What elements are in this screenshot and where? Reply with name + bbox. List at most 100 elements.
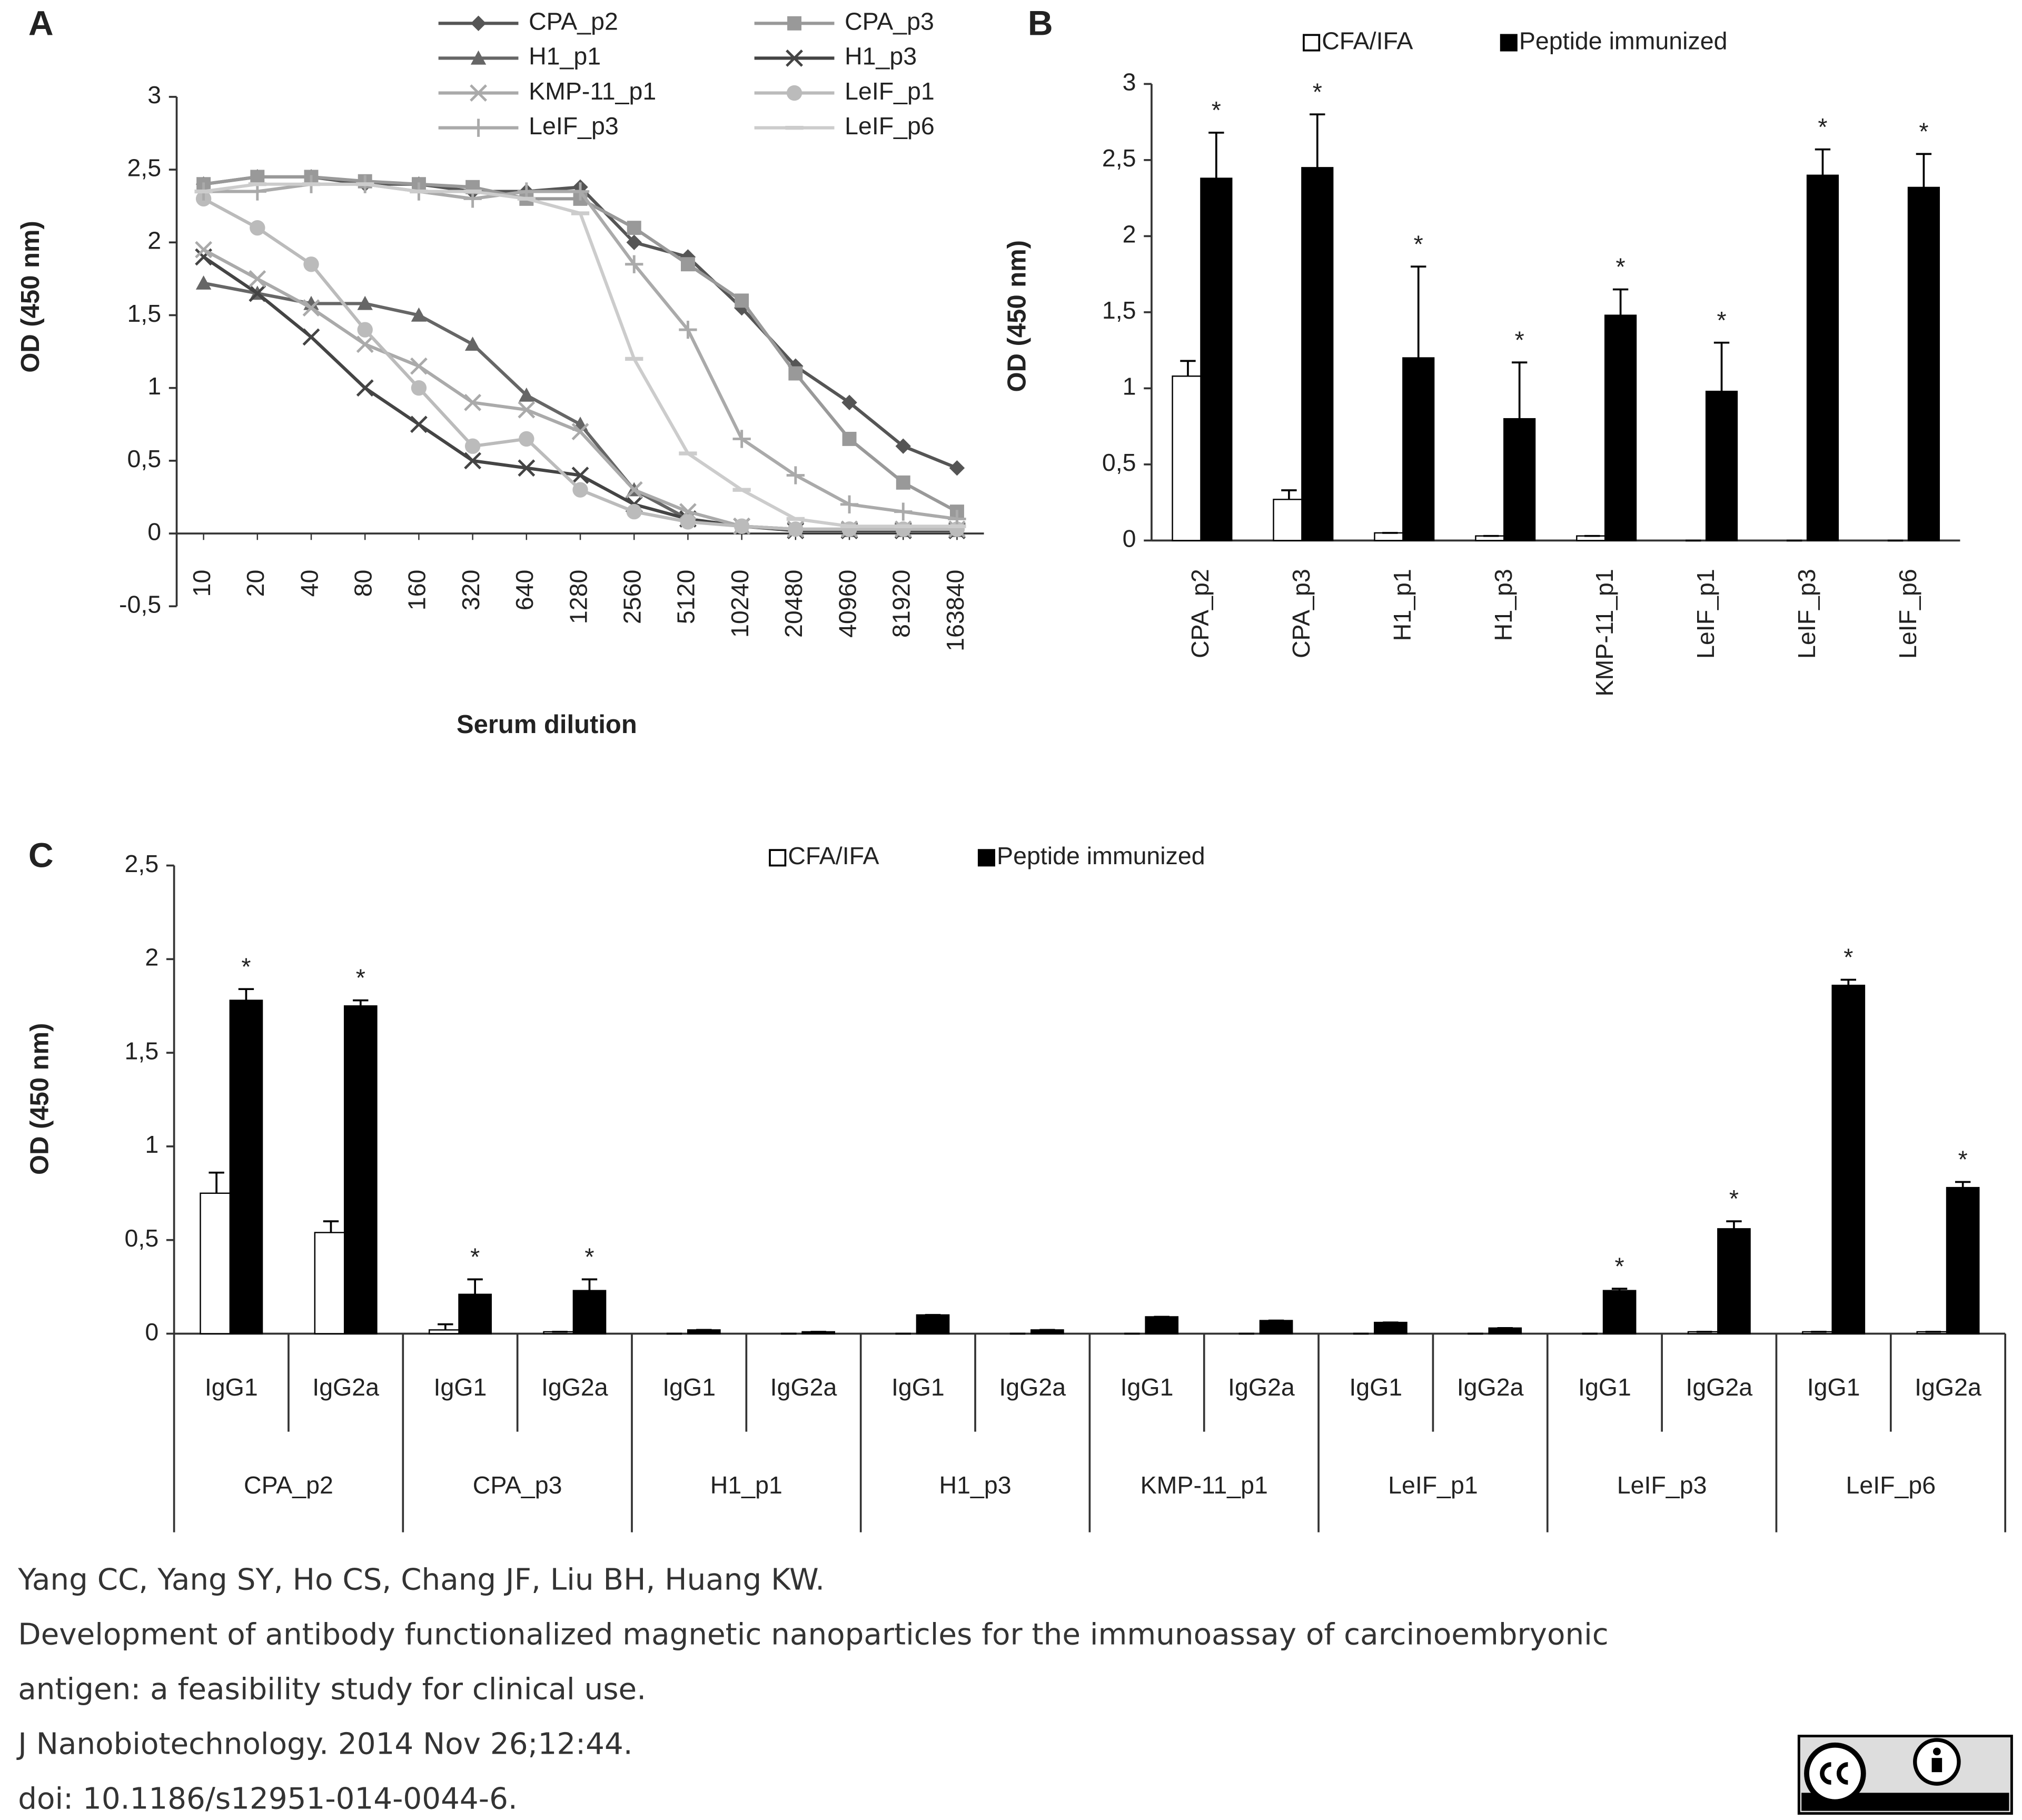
caption-line: Yang CC, Yang SY, Ho CS, Chang JF, Liu B… (17, 1562, 825, 1597)
point (734, 518, 750, 534)
bar (1604, 314, 1637, 541)
y-tick-label: 0 (1123, 525, 1136, 552)
significance-mark: * (584, 1243, 594, 1270)
x-tick-label: IgG1 (1807, 1373, 1860, 1401)
bar (1602, 1290, 1637, 1334)
error-bar (1726, 1220, 1742, 1229)
point (464, 337, 481, 351)
point (680, 257, 695, 272)
error-bar (1955, 1181, 1971, 1188)
chart-panel: A OD (450 nm) Serum dilution -0,5 0 0,5 1 1,5 2 2… (16, 4, 984, 739)
point (302, 328, 320, 346)
group-label: LeIF_p1 (1388, 1471, 1478, 1499)
y-tick-label: 0 (147, 518, 161, 545)
point (571, 182, 590, 201)
point (787, 16, 802, 31)
point (786, 85, 802, 101)
y-tick-label: 0,5 (127, 445, 161, 472)
point (464, 393, 482, 411)
y-tick-label: 2,5 (125, 850, 159, 877)
error-bar (1815, 148, 1831, 175)
error-bar (1208, 132, 1224, 179)
bar (1907, 186, 1940, 541)
significance-mark: * (470, 1243, 480, 1270)
caption-line: Development of antibody functionalized m… (18, 1617, 1608, 1651)
point (625, 255, 643, 273)
legend-swatch (769, 849, 787, 867)
error-bar (1916, 153, 1932, 187)
error-bar (353, 999, 369, 1006)
error-bar (1411, 265, 1426, 358)
error-bar (1310, 113, 1325, 168)
y-tick-label: 1,5 (127, 300, 161, 327)
point (357, 322, 373, 338)
x-tick-label: 10240 (726, 570, 754, 638)
error-bar (1511, 361, 1528, 419)
y-tick-label: 2,5 (127, 154, 161, 181)
x-tick-label: H1_p3 (1490, 569, 1517, 641)
x-tick-label: 5120 (672, 570, 700, 624)
x-tick-label: IgG1 (891, 1373, 945, 1401)
x-tick-label: 640 (511, 570, 538, 611)
bar (1831, 984, 1866, 1334)
bar (1374, 532, 1406, 541)
error-bar (1281, 489, 1297, 500)
panel-label: C (28, 836, 54, 875)
x-tick-label: IgG2a (770, 1373, 837, 1401)
point (626, 503, 642, 520)
x-tick-label: IgG1 (434, 1373, 487, 1401)
y-tick-label: 0,5 (1102, 449, 1136, 476)
x-tick-label: 160 (403, 570, 431, 611)
panel-label: A (28, 4, 54, 43)
point (626, 234, 642, 250)
bar (1374, 1321, 1408, 1334)
point (679, 320, 697, 339)
bar (1273, 499, 1305, 541)
x-tick-label: IgG2a (541, 1373, 608, 1401)
point (411, 307, 427, 322)
y-tick-label: 0 (145, 1318, 158, 1346)
point (949, 460, 965, 476)
error-bar (238, 988, 254, 1001)
error-bar (1713, 341, 1730, 392)
point (518, 459, 536, 477)
caption-line: doi: 10.1186/s12951-014-0044-6. (18, 1782, 518, 1816)
x-tick-label: LeIF_p6 (1894, 569, 1921, 659)
bar (916, 1314, 950, 1334)
group-label: LeIF_p3 (1617, 1471, 1707, 1499)
x-tick-label: 80 (350, 570, 377, 597)
error-bar (1612, 288, 1629, 315)
y-tick-label: 1 (147, 372, 161, 400)
bar (458, 1293, 492, 1334)
y-tick-label: 1,5 (125, 1037, 159, 1064)
legend-label: LeIF_p6 (845, 112, 935, 140)
chart-panel: B OD (450 nm) 0 0,5 1 1,5 2 2,5 3 CFA/IFA Peptide … (1003, 4, 1960, 696)
point (357, 295, 373, 310)
chart-panel: C OD (450 nm) 0 0,5 1 1,5 2 2,5 CFA/IFA Peptide i… (25, 836, 2006, 1532)
group-label: LeIF_p6 (1846, 1471, 1936, 1499)
point (735, 293, 749, 308)
bar (1717, 1228, 1751, 1334)
caption-line: J Nanobiotechnology. 2014 Nov 26;12:44. (16, 1727, 632, 1762)
legend-label: H1_p3 (845, 43, 917, 70)
panel-label: B (1028, 4, 1053, 43)
point (470, 84, 487, 102)
bar (572, 1290, 607, 1334)
x-tick-label: LeIF_p3 (1793, 569, 1820, 659)
bar (1806, 174, 1839, 541)
point (302, 299, 320, 317)
point (195, 275, 212, 290)
point (840, 495, 859, 513)
significance-mark: * (1919, 117, 1928, 145)
point (518, 401, 536, 419)
point (627, 221, 641, 235)
legend-label: Peptide immunized (1519, 27, 1728, 54)
legend-label: CFA/IFA (1322, 27, 1413, 54)
point (410, 416, 428, 433)
bar (200, 1192, 233, 1334)
bar (1172, 375, 1204, 541)
y-tick-label: 3 (147, 81, 161, 108)
y-tick-label: 2,5 (1102, 144, 1136, 172)
point (195, 241, 213, 259)
